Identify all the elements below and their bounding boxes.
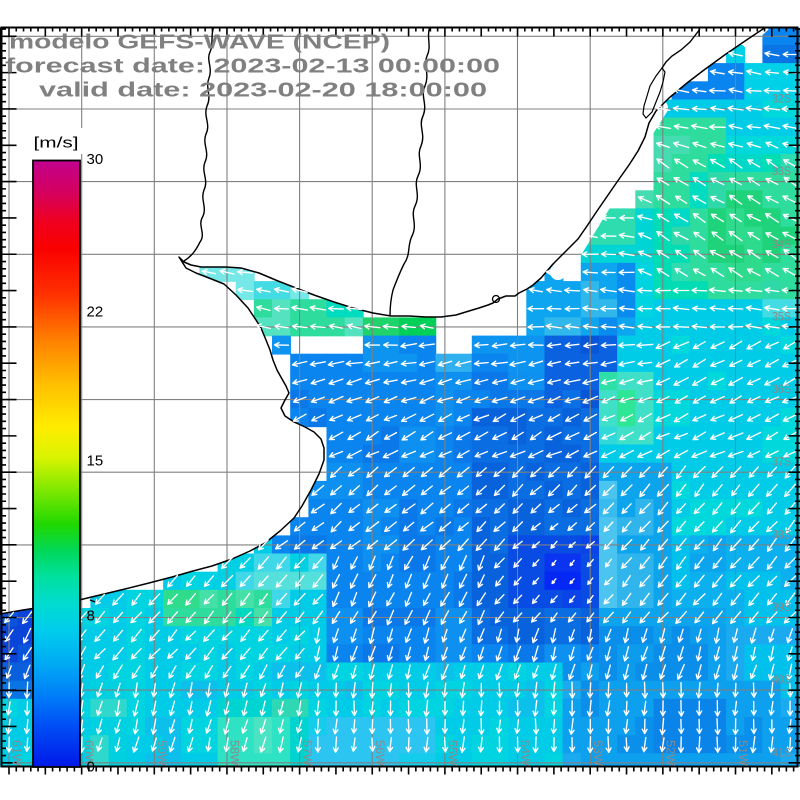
svg-text:8: 8 xyxy=(87,608,95,625)
svg-text:54W: 54W xyxy=(518,740,532,767)
svg-text:58W: 58W xyxy=(228,740,242,767)
svg-text:37S: 37S xyxy=(772,455,791,469)
svg-text:38S: 38S xyxy=(772,527,791,541)
svg-text:36S: 36S xyxy=(772,382,791,396)
svg-text:40S: 40S xyxy=(772,673,791,687)
svg-text:32S: 32S xyxy=(772,92,791,106)
svg-text:forecast date: 2023-02-13 00:0: forecast date: 2023-02-13 00:00:00 xyxy=(5,55,500,78)
svg-text:34S: 34S xyxy=(772,237,791,251)
svg-text:[m/s]: [m/s] xyxy=(34,135,79,152)
svg-text:57W: 57W xyxy=(300,740,314,767)
svg-text:59W: 59W xyxy=(155,740,169,767)
svg-text:51W: 51W xyxy=(736,740,750,767)
svg-text:35S: 35S xyxy=(772,309,791,323)
svg-text:modelo GEFS-WAVE (NCEP): modelo GEFS-WAVE (NCEP) xyxy=(9,31,390,54)
svg-text:valid date: 2023-02-20 18:00:0: valid date: 2023-02-20 18:00:00 xyxy=(39,79,487,102)
svg-text:33S: 33S xyxy=(772,164,791,178)
svg-text:0: 0 xyxy=(87,759,95,776)
svg-text:30: 30 xyxy=(87,151,104,168)
svg-text:53W: 53W xyxy=(591,740,605,767)
svg-text:56W: 56W xyxy=(373,740,387,767)
svg-text:52W: 52W xyxy=(664,740,678,767)
svg-text:41S: 41S xyxy=(772,745,791,759)
svg-text:61W: 61W xyxy=(10,740,24,767)
svg-text:22: 22 xyxy=(87,304,104,321)
svg-text:39S: 39S xyxy=(772,600,791,614)
svg-text:55W: 55W xyxy=(446,740,460,767)
svg-text:15: 15 xyxy=(87,453,104,470)
